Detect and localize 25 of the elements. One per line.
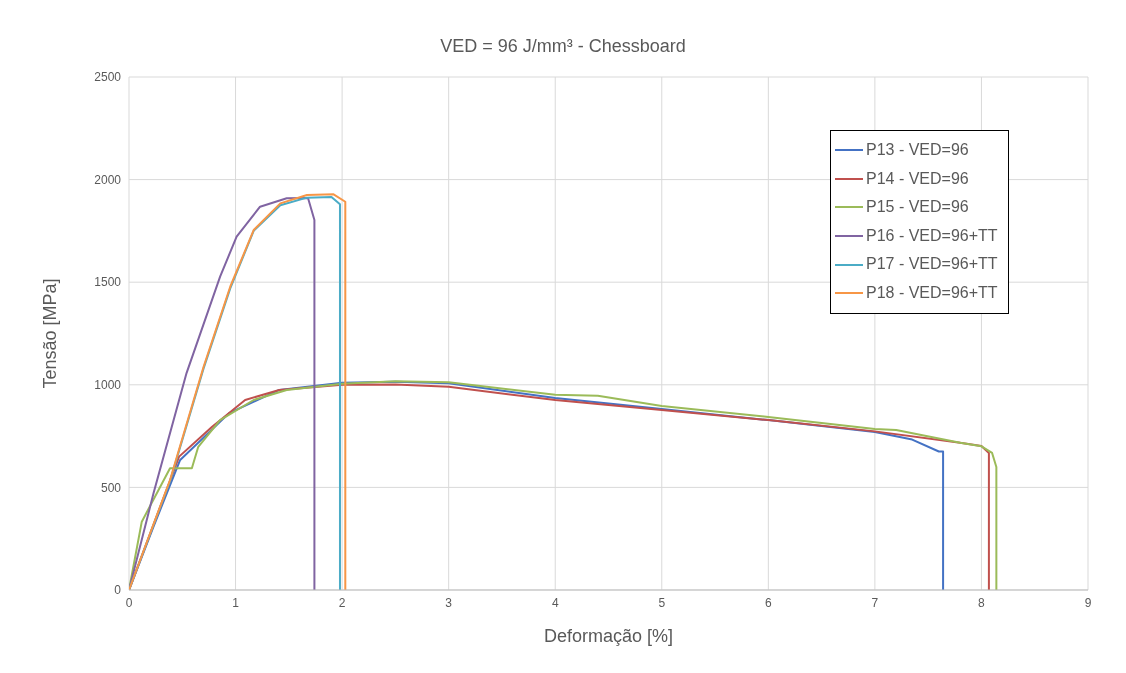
x-tick-label: 2	[338, 595, 346, 610]
legend-label: P17 - VED=96+TT	[866, 254, 998, 275]
legend-label: P16 - VED=96+TT	[866, 225, 998, 246]
x-tick-label: 6	[764, 595, 772, 610]
y-tick-label: 2000	[94, 172, 122, 187]
y-axis-title: Tensão [MPa]	[40, 278, 61, 389]
y-tick-label: 500	[100, 480, 122, 495]
x-tick-label: 3	[445, 595, 453, 610]
y-tick-label: 1500	[94, 275, 122, 290]
x-tick-label: 8	[978, 595, 986, 610]
legend-label: P14 - VED=96	[866, 168, 969, 189]
y-tick-label: 0	[114, 583, 122, 598]
y-tick-label: 2500	[94, 70, 122, 85]
x-tick-label: 0	[125, 595, 133, 610]
x-tick-label: 5	[658, 595, 666, 610]
y-tick-label: 1000	[94, 378, 122, 393]
legend-label: P13 - VED=96	[866, 140, 969, 160]
legend-label: P15 - VED=96	[866, 197, 969, 218]
x-tick-label: 1	[232, 595, 240, 610]
x-tick-label: 9	[1084, 595, 1092, 610]
chart-title: VED = 96 J/mm³ - Chessboard	[439, 36, 687, 57]
x-tick-label: 7	[871, 595, 879, 610]
legend-label: P18 - VED=96+TT	[866, 282, 998, 303]
x-axis-title: Deformação [%]	[543, 626, 674, 646]
x-tick-label: 4	[551, 595, 559, 610]
